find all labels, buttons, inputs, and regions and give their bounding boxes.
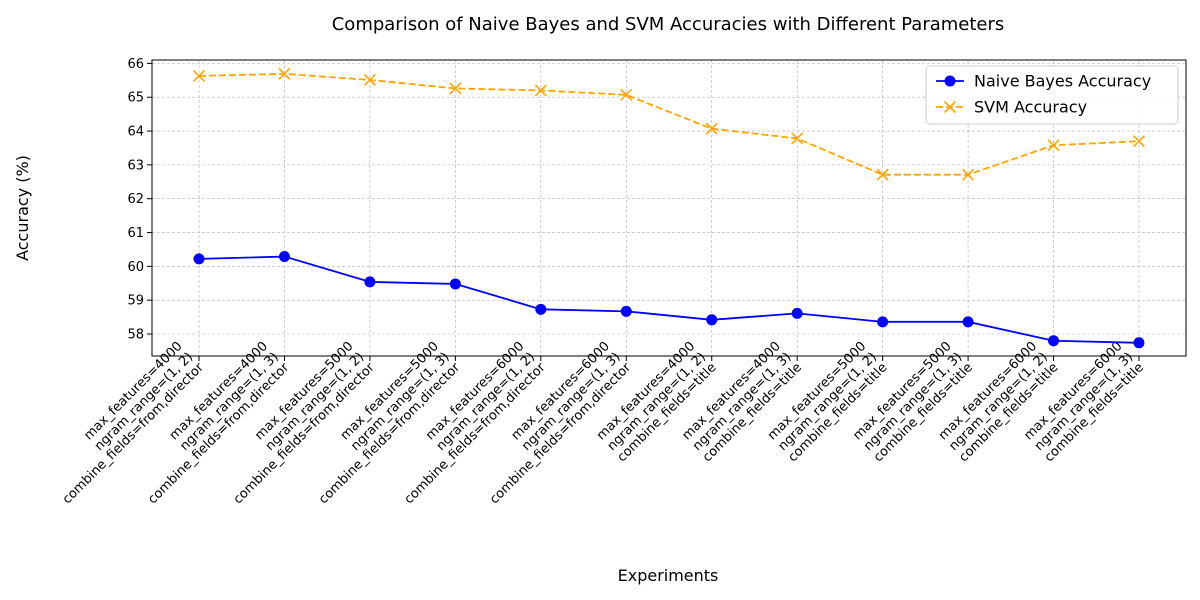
legend-marker [944,75,956,87]
y-tick-label: 62 [127,192,144,207]
data-point [193,253,205,265]
data-point [363,73,376,87]
data-point [877,316,889,328]
y-tick-label: 65 [127,91,144,106]
y-tick-label: 60 [127,260,144,275]
y-axis-label: Accuracy (%) [13,155,32,261]
series-0 [193,251,1145,349]
data-point [278,251,290,263]
y-axis-ticks: 58 59 60 61 62 63 64 65 66 [127,57,152,343]
data-point [620,305,632,317]
data-point [449,278,461,290]
grid-lines [152,60,1186,356]
data-point [876,168,889,181]
data-point [534,84,547,97]
data-point [278,67,291,80]
data-point [1048,335,1060,347]
data-point [705,122,718,135]
data-point [1133,337,1145,349]
series-1 [192,67,1146,181]
legend-label: Naive Bayes Accuracy [974,72,1151,91]
data-point [791,132,804,145]
y-tick-label: 61 [127,226,144,241]
y-tick-label: 58 [127,328,144,343]
data-point [1132,135,1146,148]
y-tick-label: 59 [127,294,144,309]
data-point [192,69,206,82]
chart-title: Comparison of Naive Bayes and SVM Accura… [332,14,1005,35]
series-line [198,72,1140,176]
y-tick-label: 63 [127,158,144,173]
series-layer [192,67,1146,349]
data-point [620,88,633,101]
x-axis-label: Experiments [618,566,719,585]
y-tick-label: 64 [127,125,144,140]
data-point [1047,139,1060,152]
data-point [449,82,462,95]
plot-area-frame [151,59,1187,357]
data-point [535,303,547,315]
legend-marker [943,100,957,114]
legend-label: SVM Accuracy [974,98,1087,117]
data-point [791,307,803,319]
data-point [962,168,975,181]
series-line [198,255,1140,344]
legend: Naive Bayes Accuracy SVM Accuracy [925,65,1179,125]
legend-entry: SVM Accuracy [936,98,1087,117]
legend-box [925,65,1179,125]
y-tick-label: 66 [127,57,144,72]
data-point [364,276,376,288]
legend-entry: Naive Bayes Accuracy [936,72,1151,91]
data-point [962,316,974,328]
data-point [706,314,718,326]
